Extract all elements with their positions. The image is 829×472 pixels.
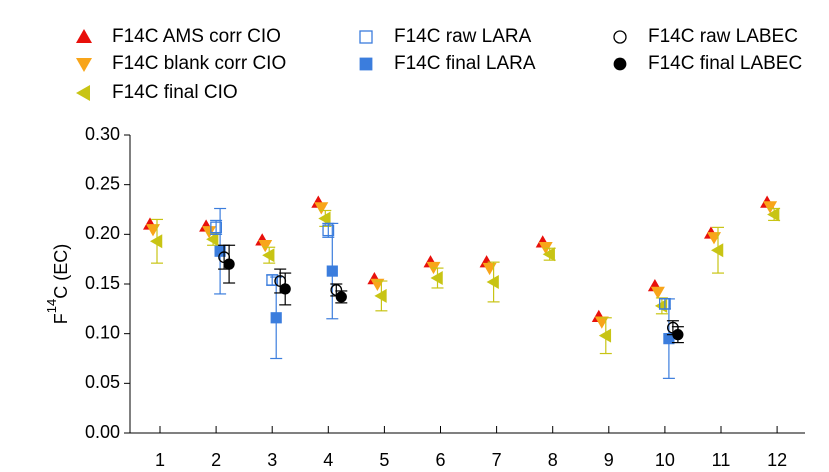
y-axis-label: F14C (EC) (44, 244, 70, 324)
marker (482, 262, 497, 276)
x-tick-label: 4 (323, 450, 333, 470)
y-label-rest: C (EC) (51, 244, 71, 299)
marker (430, 271, 443, 286)
x-tick-label: 7 (492, 450, 502, 470)
marker (210, 221, 223, 234)
y-tick-label: 0.25 (85, 173, 120, 193)
marker (598, 328, 612, 343)
x-tick-label: 10 (655, 450, 675, 470)
marker (613, 30, 627, 44)
legend-label: F14C AMS corr CIO (112, 26, 281, 47)
y-tick-label: 0.05 (85, 372, 120, 392)
marker (150, 234, 163, 249)
marker (542, 247, 555, 262)
marker (214, 245, 226, 257)
legend-label: F14C final LABEC (648, 53, 802, 74)
marker (202, 226, 217, 239)
legend-label: F14C blank corr CIO (112, 53, 286, 74)
marker (314, 202, 329, 215)
x-tick-label: 5 (379, 450, 389, 470)
marker (223, 258, 235, 270)
y-label-sup: 14 (44, 299, 59, 313)
marker (767, 207, 780, 222)
legend-label: F14C final CIO (112, 82, 238, 103)
marker (711, 243, 724, 258)
marker (650, 286, 665, 299)
legend-label: F14C final LARA (394, 53, 536, 74)
marker (262, 248, 275, 263)
marker (374, 288, 387, 303)
x-tick-label: 8 (548, 450, 558, 470)
legend-label: F14C raw LABEC (648, 26, 798, 47)
y-label-base: F (51, 313, 71, 324)
marker (266, 274, 279, 286)
marker (258, 240, 273, 253)
y-tick-label: 0.20 (85, 223, 120, 243)
marker (318, 211, 331, 226)
marker (322, 224, 335, 237)
x-tick-label: 1 (155, 450, 165, 470)
marker (672, 329, 684, 341)
x-tick-label: 11 (712, 450, 731, 470)
x-tick-label: 12 (767, 450, 787, 470)
marker (279, 283, 291, 295)
marker (206, 232, 219, 247)
marker (76, 29, 92, 43)
x-tick-label: 2 (211, 450, 221, 470)
marker (486, 275, 499, 290)
y-tick-label: 0.30 (85, 124, 120, 144)
x-tick-label: 3 (267, 450, 277, 470)
marker (663, 333, 675, 345)
marker (146, 224, 160, 237)
marker (326, 265, 338, 277)
marker (335, 291, 347, 303)
marker (359, 30, 373, 44)
marker (76, 58, 92, 72)
marker (359, 57, 373, 71)
x-tick-label: 9 (604, 450, 614, 470)
marker (270, 312, 282, 324)
y-tick-label: 0.10 (85, 322, 120, 342)
x-tick-label: 6 (435, 450, 445, 470)
marker (613, 57, 627, 71)
marker (763, 201, 778, 214)
marker (76, 85, 90, 101)
legend-label: F14C raw LARA (394, 26, 532, 47)
y-tick-label: 0.00 (85, 422, 120, 442)
y-tick-label: 0.15 (85, 273, 120, 293)
